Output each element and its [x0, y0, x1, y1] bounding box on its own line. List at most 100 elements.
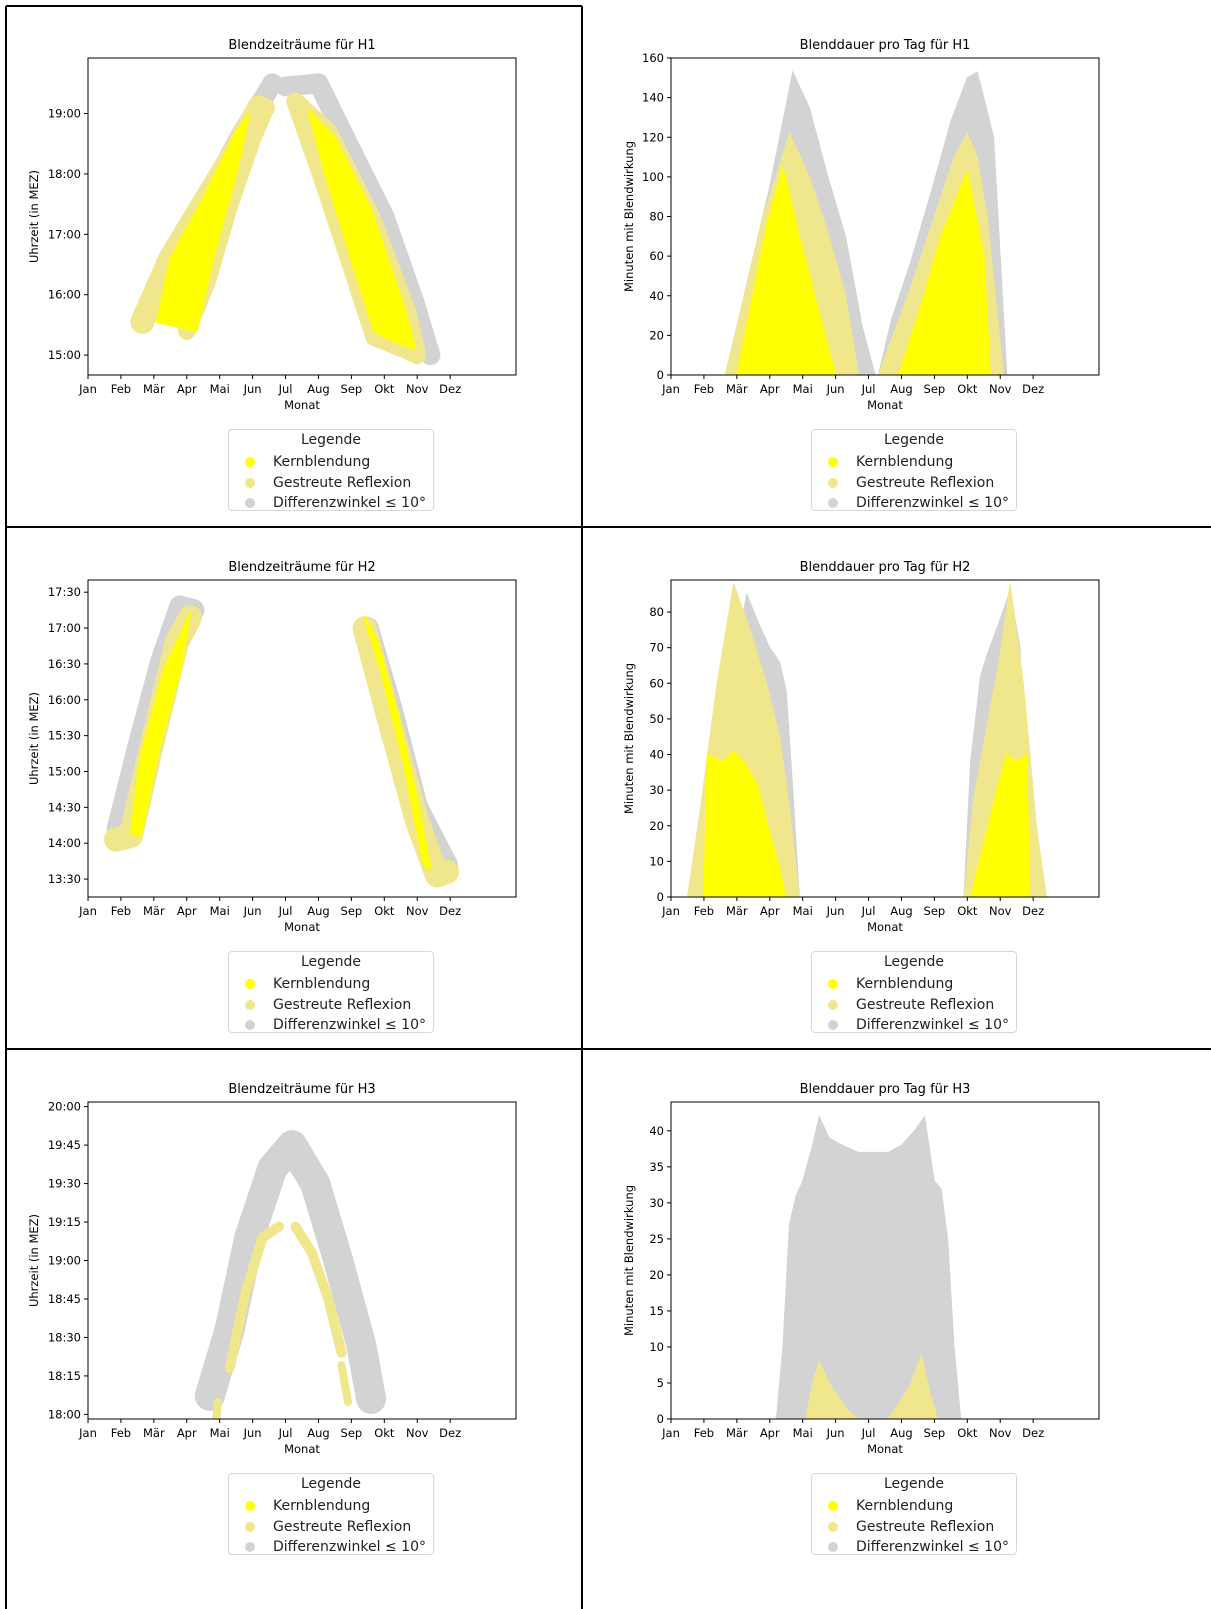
y-axis-label: Uhrzeit (in MEZ)	[27, 170, 41, 263]
y-tick-label: 60	[649, 249, 664, 263]
legend-label: Gestreute Reflexion	[273, 474, 412, 491]
glare-area-0	[156, 112, 251, 332]
y-tick-label: 20:00	[48, 1100, 81, 1114]
chart-title: Blendzeiträume für H1	[228, 38, 375, 53]
y-tick-label: 5	[657, 1376, 664, 1390]
y-tick-label: 18:45	[48, 1292, 81, 1306]
chart-svg-h3_duration: Jan Feb Mär Apr Mai Jun Jul Aug Sep Okt Nov Dez 0 5 10…	[622, 1082, 1100, 1456]
glare-band-1	[224, 1221, 284, 1374]
chart-panel-h3_times: Jan Feb Mär Apr Mai Jun Jul Aug Sep Okt Nov Dez 18:0…	[0, 1044, 583, 1566]
y-tick-label: 20	[649, 819, 664, 833]
x-tick-label: Mai	[210, 904, 230, 918]
legend-title: Legende	[300, 1476, 362, 1492]
x-tick-label: Mai	[793, 382, 813, 396]
x-tick-label: Mai	[210, 382, 230, 396]
legend-label: Kernblendung	[273, 1498, 371, 1514]
y-tick-label: 160	[642, 51, 664, 65]
legend: Legende Kernblendung Gestreute Reflexion Di…	[228, 951, 434, 1033]
legend-label: Kernblendung	[856, 976, 954, 992]
legend-marker	[828, 1521, 838, 1532]
x-tick-label: Jan	[661, 904, 680, 918]
x-axis-label: Monat	[284, 920, 320, 934]
x-tick-label: Mär	[726, 382, 748, 396]
legend-label: Differenzwinkel ≤ 10°	[273, 495, 426, 511]
x-tick-label: Mär	[143, 1426, 165, 1440]
legend: Legende Kernblendung Gestreute Reflexion Di…	[228, 1473, 434, 1555]
y-tick-label: 10	[649, 1340, 664, 1354]
y-tick-label: 20	[649, 328, 664, 342]
x-tick-label: Nov	[989, 1426, 1012, 1440]
x-tick-label: Apr	[760, 1426, 780, 1440]
legend-marker	[828, 1020, 838, 1030]
series-area-2	[703, 750, 1031, 897]
legend-marker	[828, 457, 838, 467]
x-tick-label: Okt	[374, 382, 395, 396]
y-tick-label: 18:30	[48, 1330, 81, 1344]
legend-marker	[245, 999, 255, 1010]
legend-label: Kernblendung	[273, 454, 371, 470]
y-tick-label: 19:45	[48, 1138, 81, 1152]
x-tick-label: Jul	[861, 1426, 876, 1440]
glare-band-4	[212, 1398, 222, 1419]
x-tick-label: Sep	[924, 1426, 946, 1440]
plot-area	[130, 73, 441, 366]
legend: Legende Kernblendung Gestreute Reflexion Di…	[811, 951, 1017, 1033]
y-tick-label: 100	[642, 170, 664, 184]
x-tick-label: Feb	[111, 904, 131, 918]
y-tick-label: 50	[649, 712, 664, 726]
y-tick-label: 0	[657, 368, 664, 382]
y-tick-label: 15	[649, 1304, 664, 1318]
x-tick-label: Feb	[111, 382, 131, 396]
x-tick-label: Jul	[861, 904, 876, 918]
chart-title: Blenddauer pro Tag für H3	[800, 1082, 971, 1097]
x-tick-label: Dez	[1022, 382, 1044, 396]
y-tick-label: 13:30	[48, 872, 81, 886]
x-tick-label: Feb	[694, 382, 714, 396]
legend-marker	[245, 979, 255, 989]
x-tick-label: Jul	[861, 382, 876, 396]
y-tick-label: 19:30	[48, 1177, 81, 1191]
x-tick-label: Aug	[890, 1426, 912, 1440]
series-area-1	[686, 583, 1047, 897]
legend-label: Kernblendung	[273, 976, 371, 992]
y-tick-label: 0	[657, 890, 664, 904]
series-area-0	[775, 1114, 962, 1419]
y-tick-label: 15:30	[48, 729, 81, 743]
chart-panel-h3_duration: Jan Feb Mär Apr Mai Jun Jul Aug Sep Okt Nov Dez 0 5 10…	[583, 1044, 1166, 1566]
y-tick-label: 18:15	[48, 1369, 81, 1383]
y-axis-label: Minuten mit Blendwirkung	[622, 141, 636, 292]
x-tick-label: Mai	[793, 1426, 813, 1440]
y-tick-label: 15:00	[48, 764, 81, 778]
x-tick-label: Jul	[278, 382, 293, 396]
x-tick-label: Aug	[890, 904, 912, 918]
x-tick-label: Apr	[177, 382, 197, 396]
x-tick-label: Jan	[78, 1426, 97, 1440]
x-tick-label: Feb	[694, 904, 714, 918]
legend-marker	[828, 979, 838, 989]
x-tick-label: Sep	[341, 1426, 363, 1440]
glare-band-3	[337, 1361, 353, 1407]
legend-marker	[828, 477, 838, 488]
chart-title: Blendzeiträume für H3	[228, 1082, 375, 1097]
y-tick-label: 40	[649, 289, 664, 303]
chart-panel-h1_times: Jan Feb Mär Apr Mai Jun Jul Aug Sep Okt Nov Dez 15:0…	[0, 0, 583, 522]
plot-area	[686, 583, 1047, 897]
y-tick-label: 19:15	[48, 1215, 81, 1229]
y-tick-label: 40	[649, 1124, 664, 1138]
legend-marker	[245, 1542, 255, 1552]
y-tick-label: 19:00	[48, 1254, 81, 1268]
y-tick-label: 35	[649, 1160, 664, 1174]
x-tick-label: Jul	[278, 904, 293, 918]
y-tick-label: 80	[649, 210, 664, 224]
x-tick-label: Jun	[826, 382, 845, 396]
chart-svg-h3_times: Jan Feb Mär Apr Mai Jun Jul Aug Sep Okt Nov Dez 18:0…	[27, 1082, 517, 1456]
chart-svg-h1_times: Jan Feb Mär Apr Mai Jun Jul Aug Sep Okt Nov Dez 15:0…	[27, 38, 517, 412]
x-tick-label: Okt	[957, 1426, 978, 1440]
chart-panel-h2_duration: Jan Feb Mär Apr Mai Jun Jul Aug Sep Okt Nov Dez 0 10 2…	[583, 522, 1166, 1044]
glare-area-0	[129, 612, 192, 837]
y-tick-label: 140	[642, 91, 664, 105]
legend-marker	[828, 999, 838, 1010]
x-tick-label: Sep	[924, 904, 946, 918]
x-tick-label: Jul	[278, 1426, 293, 1440]
legend-label: Gestreute Reflexion	[856, 996, 995, 1013]
